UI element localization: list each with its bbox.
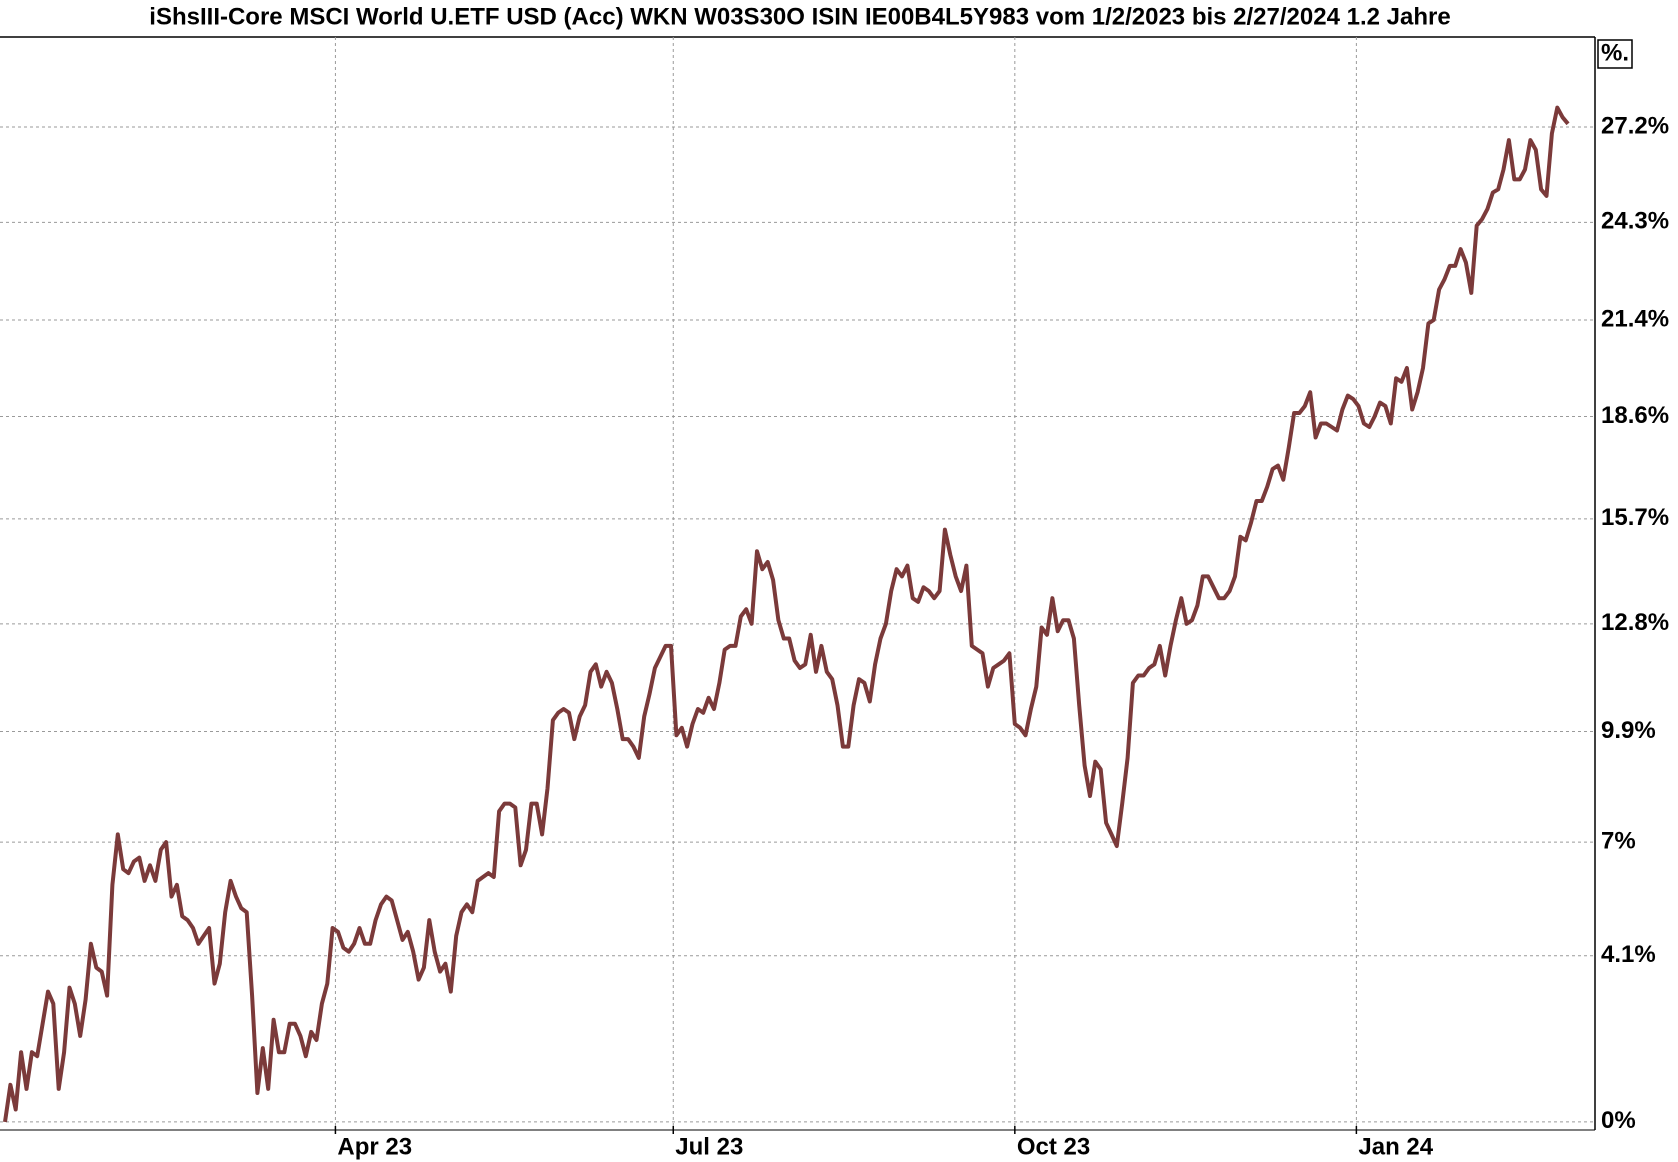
- x-tick-label: Apr 23: [337, 1133, 412, 1160]
- y-tick-label: 15.7%: [1601, 504, 1669, 531]
- x-tick-label: Jul 23: [675, 1133, 743, 1160]
- y-tick-label: 9.9%: [1601, 717, 1656, 744]
- y-tick-label: 7%: [1601, 827, 1636, 854]
- y-tick-label: 12.8%: [1601, 609, 1669, 636]
- x-tick-label: Jan 24: [1358, 1133, 1433, 1160]
- y-tick-label: 0%: [1601, 1107, 1636, 1134]
- y-tick-label: 24.3%: [1601, 208, 1669, 235]
- chart-title: iShsIII-Core MSCI World U.ETF USD (Acc) …: [149, 3, 1450, 30]
- price-line: [3, 105, 1570, 1123]
- y-tick-label: 18.6%: [1601, 402, 1669, 429]
- x-tick-label: Oct 23: [1017, 1133, 1090, 1160]
- y-tick-label: 27.2%: [1601, 112, 1669, 139]
- unit-label: %.: [1601, 39, 1629, 66]
- unit-box: [1597, 39, 1633, 69]
- y-tick-label: 21.4%: [1601, 305, 1669, 332]
- y-tick-label: 4.1%: [1601, 941, 1656, 968]
